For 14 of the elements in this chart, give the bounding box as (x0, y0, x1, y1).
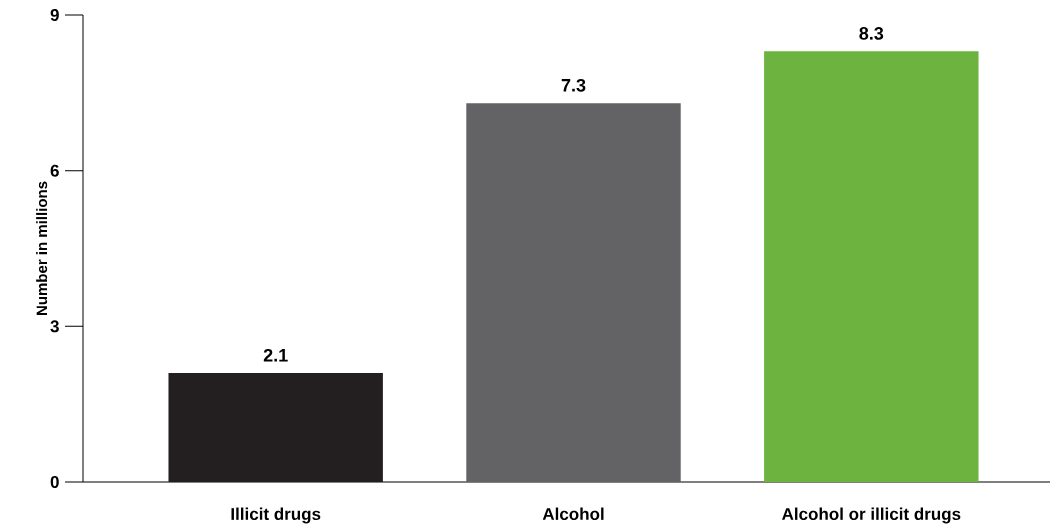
bar (168, 373, 383, 483)
y-tick-label: 9 (50, 9, 59, 22)
data-label: 2.1 (263, 349, 288, 362)
y-tick-label: 6 (50, 164, 59, 177)
bar (466, 103, 681, 483)
bar (764, 51, 979, 483)
data-label: 7.3 (561, 79, 586, 92)
data-label: 8.3 (859, 27, 884, 40)
x-tick-label: Illicit drugs (231, 507, 321, 524)
y-tick-label: 0 (50, 476, 59, 489)
y-tick-label: 3 (50, 320, 59, 333)
x-tick-label: Alcohol or illicit drugs (782, 507, 961, 524)
x-tick-label: Alcohol (542, 507, 604, 521)
y-axis-title: Number in millions (36, 181, 48, 316)
